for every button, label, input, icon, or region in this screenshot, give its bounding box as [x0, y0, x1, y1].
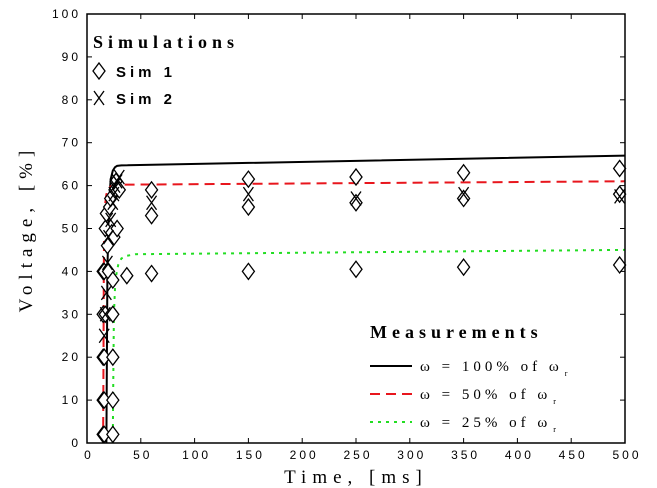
sim2-point-8 — [109, 178, 121, 193]
x-tick-label-5: 250 — [343, 448, 372, 462]
sim1-point-34 — [349, 193, 363, 212]
sim1-point-42 — [612, 255, 627, 275]
sim1-point-29 — [144, 180, 159, 199]
sim2-point-13 — [350, 191, 362, 206]
y-tick-label-0: 0 — [71, 436, 81, 450]
sim1-point-17 — [106, 425, 120, 444]
y-tick-label-5: 50 — [62, 222, 81, 236]
y-tick-label-6: 60 — [62, 179, 81, 193]
y-tick-label-7: 70 — [62, 136, 81, 150]
sim2-point-10 — [113, 169, 125, 185]
sim1-point-20 — [106, 305, 120, 324]
sim1-point-31 — [241, 197, 256, 217]
x-tick-label-1: 50 — [133, 448, 152, 462]
sim2-point-15 — [614, 188, 626, 204]
x-axis-title: Time, [ms] — [284, 467, 428, 488]
sim2-point-14 — [458, 186, 470, 202]
measurement-line-1 — [102, 180, 626, 444]
measurement-line-2 — [111, 248, 626, 444]
axes: 0 50 100 150 200 250 300 350 400 450 500 0 10 20 30 40 5… — [52, 7, 641, 462]
sim2-point-3 — [101, 255, 113, 271]
y-axis-title: Voltage, [%] — [16, 145, 37, 313]
sim1-point-21 — [106, 270, 120, 290]
y-tick-label-3: 30 — [62, 307, 81, 321]
x-tick-label-0: 0 — [84, 448, 94, 462]
sim1-point-27 — [119, 266, 134, 285]
y-tick-label-10: 100 — [52, 7, 81, 21]
subscript-r: r — [565, 369, 572, 378]
omega-symbol: ω — [420, 387, 434, 403]
subscript-r: r — [553, 425, 560, 434]
sim2-point-2 — [100, 285, 112, 301]
sim1-point-36 — [349, 260, 363, 279]
sim1-point-33 — [241, 262, 256, 281]
legend-measurements-title: Measurements — [370, 322, 543, 342]
y-tick-label-1: 10 — [62, 393, 81, 407]
simulation-points — [96, 159, 627, 444]
x-tick-label-9: 450 — [559, 448, 588, 462]
x-tick-label-6: 300 — [397, 448, 426, 462]
sim2-point-0 — [98, 328, 110, 344]
x-tick-label-8: 400 — [505, 448, 534, 462]
sim2-point-4 — [102, 229, 115, 245]
sim2-point-11 — [146, 195, 158, 211]
sim1-point-37 — [456, 189, 471, 208]
sim2-point-12 — [242, 186, 254, 202]
sim1-point-28 — [144, 206, 159, 225]
sim1-point-32 — [241, 170, 256, 189]
omega-symbol: ω — [420, 415, 434, 431]
sim1-point-12 — [100, 236, 115, 255]
legend-sim-label-0: Sim 1 — [116, 64, 176, 81]
legend-meas-text: = 50% of ω — [434, 387, 551, 403]
legend-simulations-title: Simulations — [93, 32, 239, 52]
x-tick-label-3: 150 — [236, 448, 265, 462]
x-tick-label-7: 350 — [451, 448, 480, 462]
sim1-point-39 — [456, 258, 471, 277]
y-tick-label-8: 80 — [62, 93, 81, 107]
legend-simulations: Simulations Sim 1 Sim 2 — [92, 32, 239, 108]
sim1-point-30 — [144, 264, 159, 283]
sim1-point-40 — [612, 185, 627, 204]
y-tick-label-9: 90 — [62, 50, 81, 64]
sim1-point-38 — [456, 163, 471, 182]
sim1-point-18 — [106, 391, 120, 410]
legend-meas-text: = 25% of ω — [434, 415, 551, 431]
x-tick-label-10: 500 — [612, 448, 641, 462]
sim1-point-41 — [612, 159, 627, 178]
subscript-r: r — [553, 397, 560, 406]
sim1-point-26 — [112, 180, 127, 199]
x-tick-label-2: 100 — [182, 448, 211, 462]
legend-meas-text: = 100% of ω — [434, 359, 563, 375]
legend-sim-label-1: Sim 2 — [116, 91, 176, 108]
sim2-point-1 — [99, 306, 111, 322]
x-tick-label-4: 200 — [290, 448, 319, 462]
sim2-point-5 — [105, 212, 117, 228]
omega-symbol: ω — [420, 359, 434, 375]
sim1-point-19 — [106, 348, 120, 367]
legend-sim2-marker — [93, 90, 105, 106]
sim2-point-9 — [111, 173, 123, 189]
sim1-point-35 — [349, 167, 363, 187]
legend-sim1-marker — [92, 61, 106, 81]
y-tick-label-4: 40 — [62, 264, 81, 278]
y-tick-label-2: 20 — [62, 350, 81, 364]
